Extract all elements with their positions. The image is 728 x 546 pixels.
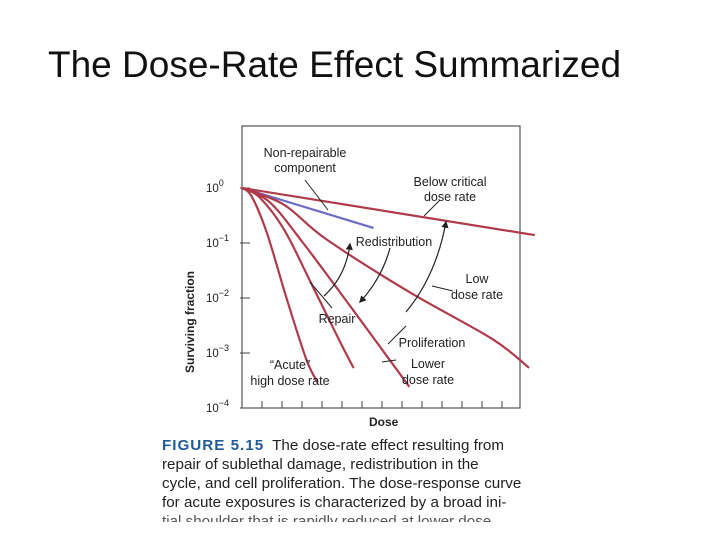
y-tick-label: 10−2 xyxy=(206,288,229,305)
y-tick-exponent: −1 xyxy=(219,233,229,243)
annotation-lower-dose-rate: dose rate xyxy=(402,373,454,387)
figure-label: FIGURE 5.15 xyxy=(162,437,265,454)
repair-arrow xyxy=(323,242,353,297)
caption-text: The dose-rate effect resulting from xyxy=(272,437,505,454)
annotation-repair: Repair xyxy=(319,312,356,326)
lower-leader xyxy=(381,359,397,363)
y-axis-label: Surviving fraction xyxy=(183,271,197,373)
annotation-low: Low xyxy=(466,272,490,286)
y-tick-label: 10−3 xyxy=(206,343,229,360)
y-tick-label: 10−1 xyxy=(206,233,229,250)
annotation-acute: “Acute” xyxy=(270,358,310,372)
annotation-nonrepairable: Non-repairable xyxy=(264,146,347,160)
y-tick-exponent: −4 xyxy=(219,398,229,408)
x-axis-label: Dose xyxy=(369,415,399,429)
annotation-below-critical: Below critical xyxy=(414,175,487,189)
y-tick-label: 100 xyxy=(206,178,224,195)
annotation-low-dose-rate: dose rate xyxy=(451,288,503,302)
caption-line-2: repair of sublethal damage, redistributi… xyxy=(162,456,479,473)
series-line-below xyxy=(240,186,535,237)
slide-title: The Dose-Rate Effect Summarized xyxy=(48,44,622,85)
y-tick-exponent: 0 xyxy=(219,178,224,188)
low-leader xyxy=(431,285,454,292)
dose-rate-chart: 100 10−1 10−2 10−3 10−4 Dose Surviving fractio… xyxy=(183,125,535,429)
series-line-acute xyxy=(240,186,319,383)
caption-line-5: tial shoulder that is rapidly reduced at… xyxy=(162,513,492,522)
figure-caption: FIGURE 5.15 The dose-rate effect resultin… xyxy=(162,436,538,522)
proliferation-leader xyxy=(387,325,407,345)
caption-line-3: cycle, and cell proliferation. The dose-… xyxy=(162,475,522,492)
series-line-low xyxy=(240,186,530,369)
below-leader xyxy=(423,199,441,217)
annotation-redistribution: Redistribution xyxy=(356,235,432,249)
series-line-lower xyxy=(240,186,410,388)
y-tick-exponent: −2 xyxy=(219,288,229,298)
annotation-high-dose-rate: high dose rate xyxy=(250,374,329,388)
caption-line-4: for acute exposures is characterized by … xyxy=(162,494,507,511)
series-line-repair xyxy=(240,186,355,369)
nonrep-leader xyxy=(304,179,329,211)
annotation-lower: Lower xyxy=(411,357,445,371)
figure: 100 10−1 10−2 10−3 10−4 Dose Surviving fractio… xyxy=(150,116,550,526)
redistribution-arrow xyxy=(359,247,391,304)
repair-leader xyxy=(309,281,333,309)
y-tick-exponent: −3 xyxy=(219,343,229,353)
annotation-component: component xyxy=(274,161,336,175)
caption-line-1: FIGURE 5.15 The dose-rate effect resultin… xyxy=(162,436,538,455)
annotation-proliferation: Proliferation xyxy=(399,336,466,350)
y-tick-label: 10−4 xyxy=(206,398,229,415)
plot-frame xyxy=(241,125,521,409)
annotation-below-dose-rate: dose rate xyxy=(424,190,476,204)
proliferation-arrow xyxy=(405,220,449,313)
